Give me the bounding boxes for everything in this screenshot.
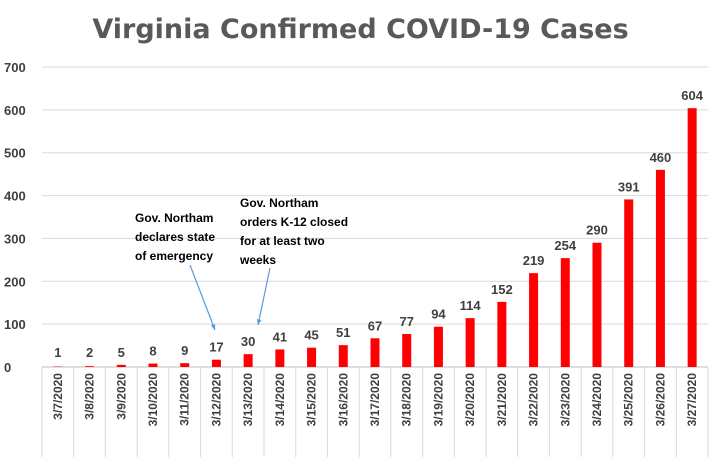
x-tick-label: 3/10/2020 bbox=[146, 373, 160, 427]
chart-title: Virginia Confirmed COVID-19 Cases bbox=[92, 14, 629, 45]
annotation-text: for at least two bbox=[240, 234, 325, 248]
x-tick-label: 3/22/2020 bbox=[527, 373, 541, 427]
annotation-arrowhead bbox=[256, 319, 262, 325]
data-label: 290 bbox=[586, 223, 608, 238]
data-label: 460 bbox=[650, 150, 672, 165]
annotation-text: Gov. Northam bbox=[135, 211, 213, 225]
bar bbox=[433, 326, 443, 367]
bar bbox=[592, 242, 602, 367]
x-tick-label: 3/20/2020 bbox=[463, 373, 477, 427]
data-label: 1 bbox=[54, 345, 61, 360]
bar bbox=[529, 273, 539, 367]
x-tick-label: 3/27/2020 bbox=[685, 373, 699, 427]
data-label: 51 bbox=[336, 325, 350, 340]
x-tick-label: 3/21/2020 bbox=[495, 373, 509, 427]
annotation-text: declares state bbox=[135, 230, 215, 244]
data-label: 45 bbox=[304, 328, 318, 343]
x-tick-label: 3/7/2020 bbox=[51, 373, 65, 420]
bar bbox=[687, 108, 697, 368]
annotation-text: of emergency bbox=[135, 249, 213, 263]
x-tick-label: 3/15/2020 bbox=[305, 373, 319, 427]
x-tick-label: 3/17/2020 bbox=[368, 373, 382, 427]
data-label: 5 bbox=[118, 345, 125, 360]
annotation-arrow bbox=[189, 264, 216, 331]
y-tick-label: 300 bbox=[4, 231, 26, 246]
data-label: 77 bbox=[399, 314, 413, 329]
annotation-arrowhead bbox=[210, 324, 216, 330]
y-tick-label: 600 bbox=[4, 103, 26, 118]
data-label: 8 bbox=[149, 344, 156, 359]
data-label: 30 bbox=[241, 334, 255, 349]
x-tick-label: 3/13/2020 bbox=[241, 373, 255, 427]
bar bbox=[624, 199, 634, 367]
x-tick-label: 3/8/2020 bbox=[83, 373, 97, 420]
data-label: 254 bbox=[554, 238, 576, 253]
x-tick-label: 3/9/2020 bbox=[114, 373, 128, 420]
y-tick-label: 400 bbox=[4, 189, 26, 204]
data-label: 2 bbox=[86, 345, 93, 360]
x-tick-label: 3/14/2020 bbox=[273, 373, 287, 427]
x-tick-label: 3/26/2020 bbox=[653, 373, 667, 427]
data-label: 9 bbox=[181, 343, 188, 358]
data-label: 67 bbox=[368, 318, 382, 333]
data-label: 94 bbox=[431, 307, 446, 322]
bar bbox=[370, 338, 380, 367]
bar bbox=[148, 363, 158, 367]
x-tick-label: 3/18/2020 bbox=[400, 373, 414, 427]
x-tick-label: 3/19/2020 bbox=[431, 373, 445, 427]
x-tick-label: 3/25/2020 bbox=[622, 373, 636, 427]
data-label: 17 bbox=[209, 340, 223, 355]
bar bbox=[116, 364, 126, 367]
bar bbox=[560, 258, 570, 367]
x-tick-label: 3/12/2020 bbox=[209, 373, 223, 427]
bar bbox=[655, 169, 665, 367]
y-tick-label: 0 bbox=[4, 360, 11, 375]
x-tick-label: 3/23/2020 bbox=[558, 373, 572, 427]
annotation-text: Gov. Northam bbox=[240, 196, 318, 210]
bar bbox=[497, 301, 507, 367]
annotation-text: orders K-12 closed bbox=[240, 215, 348, 229]
bar bbox=[402, 334, 412, 367]
x-tick-label: 3/11/2020 bbox=[178, 373, 192, 426]
data-label: 41 bbox=[273, 329, 287, 344]
annotation-arrow bbox=[257, 267, 271, 326]
bar bbox=[275, 349, 285, 367]
bar bbox=[307, 347, 317, 367]
bar bbox=[180, 363, 190, 367]
y-tick-label: 500 bbox=[4, 146, 26, 161]
x-tick-label: 3/24/2020 bbox=[590, 373, 604, 427]
y-tick-label: 200 bbox=[4, 274, 26, 289]
bar bbox=[338, 345, 348, 367]
bar bbox=[243, 354, 253, 367]
bar bbox=[211, 359, 221, 367]
x-tick-label: 3/16/2020 bbox=[336, 373, 350, 427]
annotation-text: weeks bbox=[239, 253, 276, 267]
y-tick-label: 700 bbox=[4, 60, 26, 75]
data-label: 152 bbox=[491, 282, 513, 297]
data-label: 391 bbox=[618, 179, 640, 194]
data-label: 604 bbox=[681, 88, 703, 103]
data-label: 219 bbox=[523, 253, 545, 268]
data-label: 114 bbox=[460, 298, 482, 313]
y-tick-label: 100 bbox=[4, 317, 26, 332]
bar bbox=[85, 366, 95, 367]
bar bbox=[465, 318, 475, 367]
